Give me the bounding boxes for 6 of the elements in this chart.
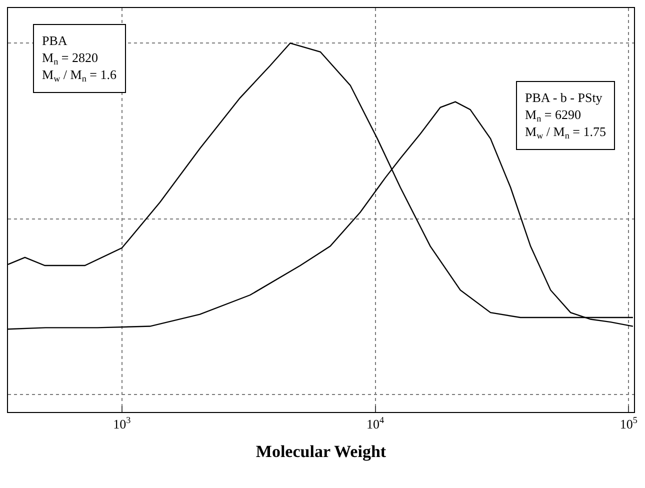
x-tick-label: 10$^{3}$ (113, 415, 132, 432)
text: PBA M$_{n}$ = 2820 M$_{w}$ / M$_{n}$ = 1.6 (42, 33, 116, 84)
text: PBA - b - PSty M$_{n}$ = 6290 M$_{w}$ / M$_{n}$ = 1.75 (525, 90, 606, 141)
x-tick-label: 10$^{5}$ (620, 415, 638, 432)
x-axis-title: Molecular Weight (256, 442, 386, 461)
x-tick-label: 10$^{4}$ (366, 415, 385, 432)
